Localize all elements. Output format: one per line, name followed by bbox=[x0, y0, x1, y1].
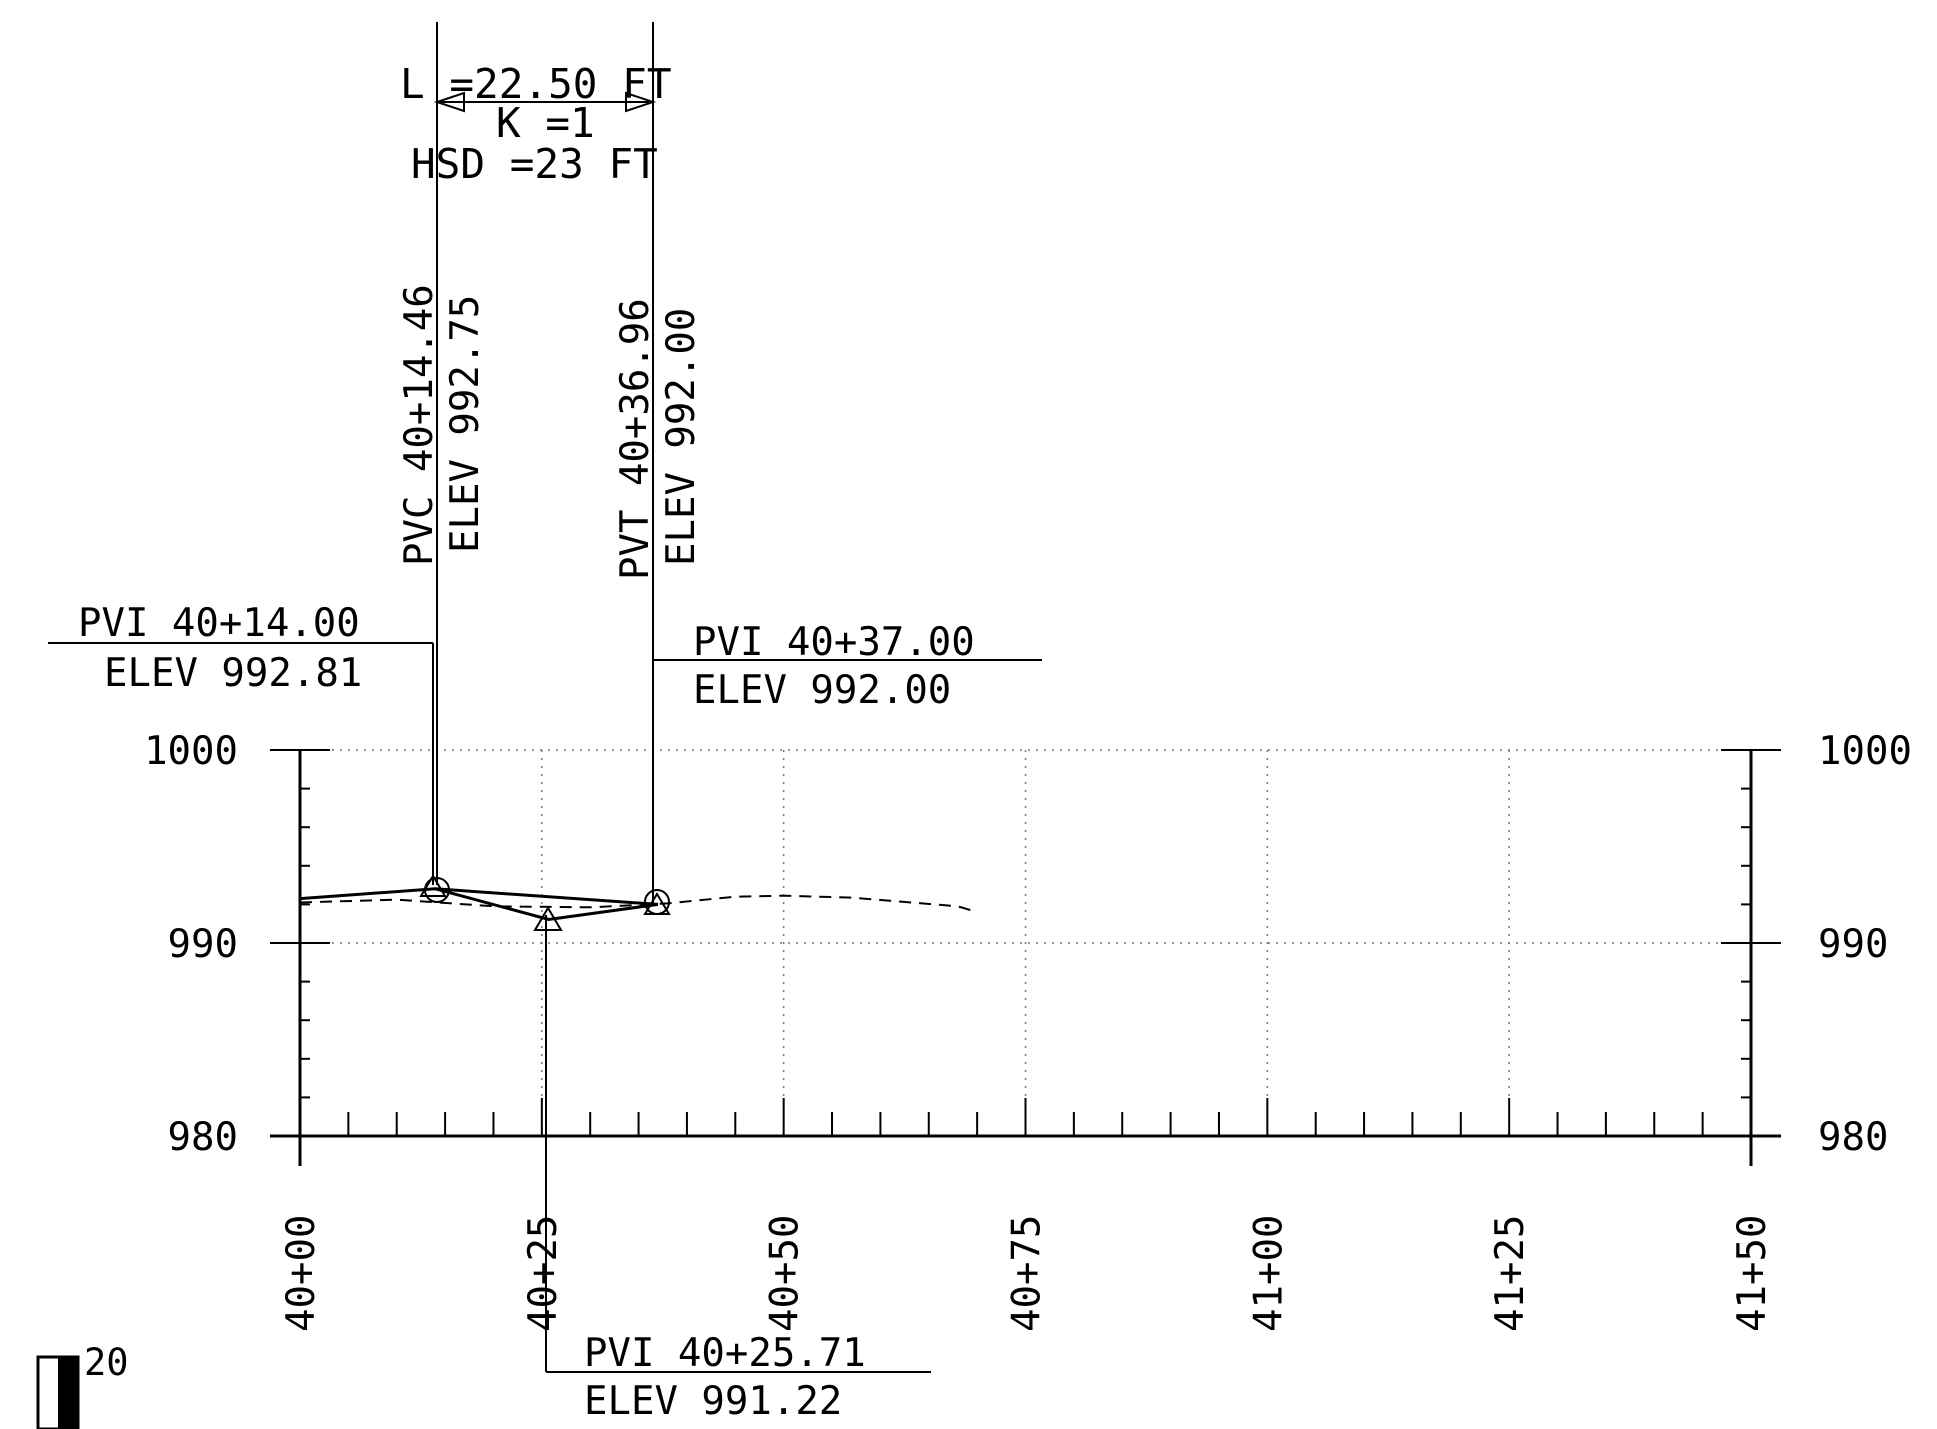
pvi-right-triangle-marker bbox=[643, 892, 671, 915]
pvi-low-triangle-marker bbox=[533, 906, 563, 931]
scale-bar-fill bbox=[58, 1357, 78, 1429]
x-tick-label: 40+75 bbox=[1005, 1215, 1050, 1332]
dimension-arrow-right-icon bbox=[625, 91, 657, 113]
y-tick-label-right: 980 bbox=[1818, 1115, 1888, 1160]
dimension-arrow-left-icon bbox=[433, 91, 465, 113]
pvi-right-elevation-label: ELEV 992.00 bbox=[693, 668, 951, 713]
y-tick-label-right: 990 bbox=[1818, 922, 1888, 967]
curve-length-label: L =22.50 FT bbox=[400, 60, 672, 108]
x-tick-label: 40+50 bbox=[763, 1215, 808, 1332]
x-tick-label: 40+25 bbox=[521, 1215, 566, 1332]
hsd-label: HSD =23 FT bbox=[411, 140, 658, 188]
y-tick-label-left: 1000 bbox=[144, 729, 238, 774]
x-tick-label: 41+25 bbox=[1488, 1215, 1533, 1332]
pvc-elevation-label: ELEV 992.75 bbox=[443, 295, 488, 553]
x-tick-label: 41+50 bbox=[1730, 1215, 1775, 1332]
profile-lines bbox=[299, 887, 978, 922]
grid bbox=[300, 749, 1751, 1136]
existing-ground-line bbox=[299, 894, 978, 914]
y-tick-label-left: 990 bbox=[168, 922, 238, 967]
x-tick-label: 41+00 bbox=[1246, 1215, 1291, 1332]
scale-label: 20 bbox=[84, 1341, 129, 1384]
proposed-grade-line bbox=[435, 887, 659, 922]
pvi-low-elevation-label: ELEV 991.22 bbox=[584, 1379, 842, 1424]
y-tick-label-left: 980 bbox=[168, 1115, 238, 1160]
tick-labels: 1000 1000 990 990 980 980 40+00 40+25 40+50 40+75… bbox=[144, 729, 1912, 1332]
x-tick-label: 40+00 bbox=[279, 1215, 324, 1332]
pvi-low-station-label: PVI 40+25.71 bbox=[584, 1331, 866, 1376]
pvi-left-elevation-label: ELEV 992.81 bbox=[104, 651, 362, 696]
pvt-elevation-label: ELEV 992.00 bbox=[659, 308, 704, 566]
pvi-left-triangle-marker bbox=[419, 874, 447, 897]
axes bbox=[270, 749, 1781, 1166]
k-value-label: K =1 bbox=[496, 99, 595, 147]
pvt-station-label: PVT 40+36.96 bbox=[613, 298, 658, 580]
pvi-right-station-label: PVI 40+37.00 bbox=[693, 620, 975, 665]
pvc-station-label: PVC 40+14.46 bbox=[397, 284, 442, 566]
pvi-left-station-label: PVI 40+14.00 bbox=[78, 601, 360, 646]
y-tick-label-right: 1000 bbox=[1818, 729, 1912, 774]
